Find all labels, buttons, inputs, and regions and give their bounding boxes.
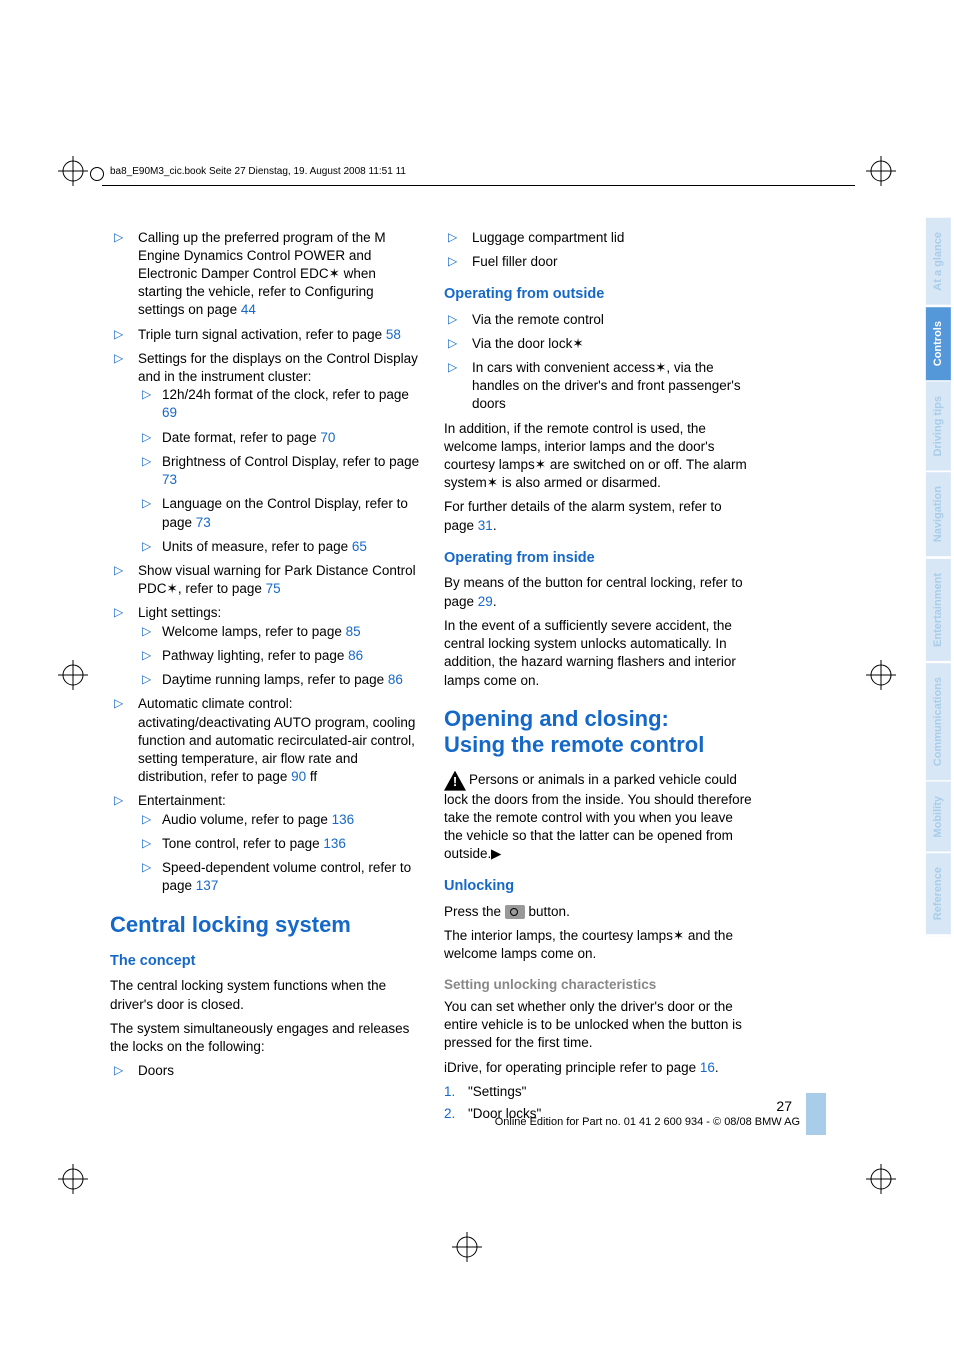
list-item: Units of measure, refer to page 65 [138,538,420,556]
page-content: ba8_E90M3_cic.book Seite 27 Dienstag, 19… [110,165,855,1127]
list-item: Doors [110,1062,420,1080]
page-ref[interactable]: 86 [348,648,363,663]
crop-mark-icon [866,1164,896,1194]
tab-mobility[interactable]: Mobility [926,782,951,854]
crop-mark-icon [58,1164,88,1194]
page-ref[interactable]: 136 [332,812,355,827]
body-text: In addition, if the remote control is us… [444,420,754,493]
list-item: Calling up the preferred program of the … [110,229,420,320]
body-text: The system simultaneously engages and re… [110,1020,420,1056]
running-head-text: ba8_E90M3_cic.book Seite 27 Dienstag, 19… [110,166,406,177]
crop-mark-icon [58,156,88,186]
heading-operating-inside: Operating from inside [444,549,754,569]
body-text: The central locking system functions whe… [110,977,420,1013]
body-text: For further details of the alarm system,… [444,498,754,534]
list-item: Brightness of Control Display, refer to … [138,453,420,489]
tab-reference[interactable]: Reference [926,853,951,936]
page-ref[interactable]: 69 [162,405,177,420]
page-ref[interactable]: 44 [241,302,256,317]
crop-mark-icon [452,1232,482,1262]
heading-setting-unlocking: Setting unlocking characteristics [444,976,754,994]
heading-opening-closing: Opening and closing:Using the remote con… [444,706,754,759]
body-text: By means of the button for central locki… [444,574,754,610]
side-tabs: At a glance Controls Driving tips Naviga… [926,218,954,937]
crop-mark-icon [58,660,88,690]
page-ref[interactable]: 31 [478,518,493,533]
heading-central-locking: Central locking system [110,912,420,938]
page-ref[interactable]: 136 [323,836,346,851]
list-item: Audio volume, refer to page 136 [138,811,420,829]
page-ref[interactable]: 137 [196,878,219,893]
tab-at-a-glance[interactable]: At a glance [926,218,951,307]
list-item: Language on the Control Display, refer t… [138,495,420,531]
warning-text: Persons or animals in a parked vehicle c… [444,771,754,864]
page-ref[interactable]: 73 [162,472,177,487]
heading-unlocking: Unlocking [444,877,754,897]
list-item: Luggage compartment lid [444,229,754,247]
body-text: Press the button. [444,903,754,921]
body-text: You can set whether only the driver's do… [444,998,754,1053]
list-item: Tone control, refer to page 136 [138,835,420,853]
list-item: Light settings: Welcome lamps, refer to … [110,604,420,689]
tab-entertainment[interactable]: Entertainment [926,559,951,663]
crop-mark-icon [866,660,896,690]
page-ref[interactable]: 75 [266,581,281,596]
list-item: In cars with convenient access✶, via the… [444,359,754,414]
page-ref[interactable]: 58 [386,327,401,342]
tab-controls[interactable]: Controls [926,307,951,382]
list-item: Pathway lighting, refer to page 86 [138,647,420,665]
list-item: Settings for the displays on the Control… [110,350,420,556]
tab-navigation[interactable]: Navigation [926,472,951,558]
tab-driving-tips[interactable]: Driving tips [926,382,951,473]
body-text: The interior lamps, the courtesy lamps✶ … [444,927,754,963]
list-item: Welcome lamps, refer to page 85 [138,623,420,641]
footer-accent-bar [806,1093,826,1135]
right-column: Luggage compartment lid Fuel filler door… [444,229,754,1128]
list-item: 12h/24h format of the clock, refer to pa… [138,386,420,422]
tab-communications[interactable]: Communications [926,663,951,782]
list-item: 1."Settings" [444,1083,754,1101]
footer-legal: Online Edition for Part no. 01 41 2 600 … [495,1116,800,1128]
page-ref[interactable]: 85 [346,624,361,639]
list-item: Date format, refer to page 70 [138,429,420,447]
crop-mark-icon [866,156,896,186]
page-ref[interactable]: 16 [700,1060,715,1075]
heading-operating-outside: Operating from outside [444,285,754,305]
unlock-button-icon [505,905,525,919]
running-head: ba8_E90M3_cic.book Seite 27 Dienstag, 19… [110,165,855,179]
left-column: Calling up the preferred program of the … [110,229,420,1128]
page-number: 27 [776,1097,792,1116]
list-item: Daytime running lamps, refer to page 86 [138,671,420,689]
page-ref[interactable]: 70 [320,430,335,445]
body-text: In the event of a sufficiently severe ac… [444,617,754,690]
list-item: Via the door lock✶ [444,335,754,353]
page-ref[interactable]: 73 [196,515,211,530]
list-item: Triple turn signal activation, refer to … [110,326,420,344]
list-item: Via the remote control [444,311,754,329]
list-item: Show visual warning for Park Distance Co… [110,562,420,598]
page-ref[interactable]: 86 [388,672,403,687]
page-ref[interactable]: 90 [291,769,306,784]
warning-icon [444,771,466,791]
body-text: iDrive, for operating principle refer to… [444,1059,754,1077]
list-item: Automatic climate control: activating/de… [110,695,420,786]
list-item: Fuel filler door [444,253,754,271]
page-ref[interactable]: 65 [352,539,367,554]
list-item: Speed-dependent volume control, refer to… [138,859,420,895]
page-ref[interactable]: 29 [478,594,493,609]
page-footer: 27 Online Edition for Part no. 01 41 2 6… [160,1115,800,1130]
list-item: Entertainment: Audio volume, refer to pa… [110,792,420,895]
heading-concept: The concept [110,952,420,972]
